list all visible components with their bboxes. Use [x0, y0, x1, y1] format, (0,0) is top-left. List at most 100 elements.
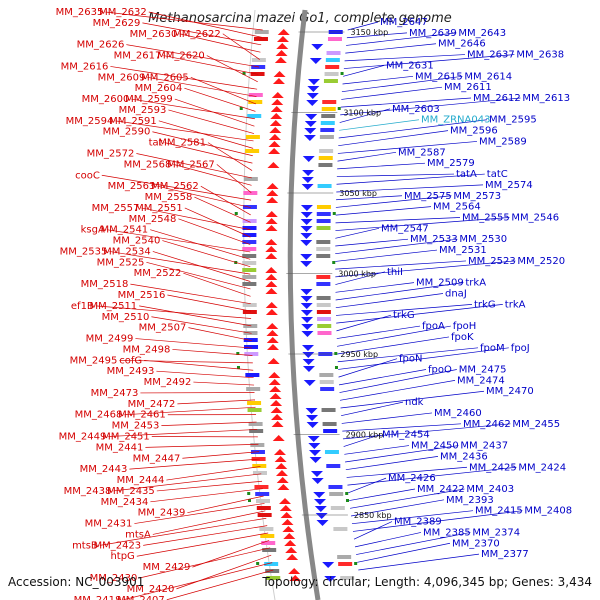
label-connector: [335, 217, 510, 231]
reverse-gene-arrow: [307, 79, 320, 85]
label-connector: [177, 399, 256, 405]
label-connector: [342, 423, 511, 440]
feature-block: [264, 562, 279, 566]
label-connector: [105, 11, 263, 31]
label-connector: [342, 423, 462, 432]
label-connector: [345, 445, 459, 463]
right-gene-label: MM_2596: [450, 126, 498, 137]
feature-block: [325, 58, 340, 62]
reverse-gene-arrow: [324, 576, 337, 582]
label-connector: [336, 304, 503, 324]
label-connector: [351, 510, 474, 525]
label-connector: [337, 141, 478, 154]
feature-block: [319, 135, 334, 139]
left-gene-label: MM_2534: [103, 246, 151, 257]
forward-gene-arrow: [265, 239, 278, 245]
label-connector: [352, 510, 523, 532]
feature-block: [329, 492, 344, 496]
right-gene-label: trkG: [393, 310, 415, 321]
feature-block: [245, 373, 260, 377]
forward-gene-arrow: [269, 386, 282, 392]
label-connector: [341, 86, 443, 100]
label-connector: [101, 174, 252, 201]
reverse-gene-arrow: [300, 254, 313, 260]
reverse-gene-arrow: [300, 296, 313, 302]
right-gene-label: MM_2474: [457, 375, 505, 386]
reverse-gene-arrow: [306, 415, 319, 421]
left-gene-label: MM_2567: [167, 159, 215, 170]
right-gene-label: MM_2611: [444, 82, 492, 93]
feature-block: [316, 275, 331, 279]
forward-gene-arrow: [272, 435, 285, 441]
right-gene-label: MM_2374: [472, 527, 520, 538]
left-gene-label: ef1B: [71, 301, 94, 312]
feature-block: [316, 205, 331, 209]
label-connector: [99, 517, 267, 546]
feature-block: [252, 464, 267, 468]
label-connector: [345, 456, 439, 471]
label-connector: [335, 217, 461, 224]
label-connector: [141, 207, 251, 231]
left-gene-label: MM_2540: [113, 236, 161, 247]
genome-summary-text: Topology: circular; Length: 4,096,345 bp…: [261, 575, 592, 589]
left-gene-label: MM_2568: [124, 159, 172, 170]
reverse-gene-arrow: [307, 436, 320, 442]
forward-gene-arrow: [265, 302, 278, 308]
label-connector: [151, 316, 252, 334]
right-gene-label: MM_2437: [460, 441, 508, 452]
reverse-gene-arrow: [300, 289, 313, 295]
kbp-marker: 2850 kbp: [354, 511, 392, 520]
right-gene-label: MM_2455: [512, 419, 560, 430]
left-gene-label: MM_2557: [92, 203, 140, 214]
left-gene-label: cooC: [75, 170, 100, 181]
forward-gene-arrow: [271, 414, 284, 420]
right-gene-label: MM_2646: [438, 39, 486, 50]
label-connector: [156, 480, 263, 492]
label-connector: [338, 369, 427, 386]
forward-gene-arrow: [268, 379, 281, 385]
forward-gene-arrow: [269, 393, 282, 399]
left-gene-label: MM_2616: [61, 61, 109, 72]
left-gene-label: htpG: [110, 551, 134, 562]
left-gene-label: MM_2431: [85, 519, 133, 530]
feature-block: [320, 128, 335, 132]
label-connector: [156, 370, 254, 379]
feature-marker: [247, 492, 251, 495]
reverse-gene-arrow: [300, 261, 313, 267]
label-connector: [339, 369, 457, 393]
left-gene-label: MM_2599: [125, 94, 173, 105]
left-gene-label: ksgA: [81, 225, 105, 236]
right-gene-label: tatA: [456, 169, 477, 180]
accession-text: Accession: NC_003901: [8, 575, 144, 589]
right-gene-label: MM_2575: [404, 191, 452, 202]
reverse-gene-arrow: [301, 177, 314, 183]
forward-gene-arrow: [274, 456, 287, 462]
feature-block: [319, 149, 334, 153]
right-gene-label: MM_2555: [462, 212, 510, 223]
label-connector: [142, 22, 262, 46]
feature-block: [340, 576, 355, 580]
feature-block: [338, 562, 353, 566]
label-connector: [338, 358, 398, 378]
right-gene-label: MM_2403: [466, 484, 514, 495]
label-connector: [139, 305, 252, 327]
feature-block: [255, 499, 270, 503]
reverse-gene-arrow: [304, 121, 317, 127]
right-gene-label: thiI: [387, 267, 403, 278]
feature-marker: [256, 562, 260, 565]
left-gene-label: MM_2435: [107, 486, 155, 497]
left-gene-label: cofG: [119, 355, 142, 366]
right-gene-label: MM_2370: [452, 538, 500, 549]
label-connector: [182, 451, 260, 459]
label-connector: [335, 249, 438, 262]
left-gene-label: MM_2632: [99, 7, 147, 18]
forward-gene-arrow: [268, 141, 281, 147]
feature-block: [246, 387, 261, 391]
label-connector: [119, 359, 253, 364]
label-connector: [358, 553, 480, 571]
forward-gene-arrow: [265, 225, 278, 231]
label-connector: [176, 554, 272, 590]
right-gene-label: MM_2564: [433, 202, 481, 213]
label-connector: [147, 76, 257, 97]
